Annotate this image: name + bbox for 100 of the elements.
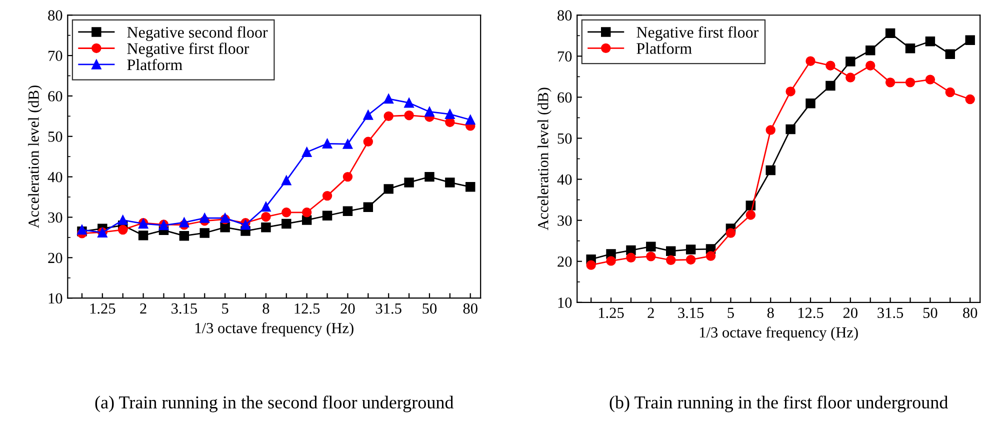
point	[925, 36, 936, 46]
point	[322, 190, 332, 201]
y-tick-label: 50	[558, 133, 572, 144]
point	[965, 94, 975, 104]
x-tick-label: 12.5	[798, 308, 824, 318]
text: (b) Train running in the first floor underground	[610, 396, 948, 412]
point	[945, 87, 956, 98]
point	[200, 213, 210, 223]
point	[786, 124, 796, 134]
x-tick-label: 2	[140, 303, 146, 314]
x-tick-label: 31.5	[376, 303, 402, 314]
point	[766, 125, 776, 135]
x-tick-label: 5	[222, 304, 228, 314]
point	[626, 252, 636, 263]
point	[363, 136, 374, 147]
point	[746, 210, 756, 220]
y-tick-label: 70	[558, 51, 572, 62]
point	[445, 109, 455, 120]
point	[302, 147, 312, 158]
point	[905, 44, 916, 54]
x-axis-title: 1/3 octave frequency (Hz)	[700, 326, 858, 341]
point	[945, 49, 956, 59]
point	[786, 86, 796, 96]
point	[302, 208, 312, 218]
point	[706, 251, 716, 261]
point	[282, 208, 292, 218]
x-tick-label: 8	[767, 308, 774, 318]
x-tick-label: 5	[728, 308, 734, 318]
x-tick-label: 50	[923, 308, 938, 318]
y-tick-label: 10	[558, 298, 572, 308]
point	[466, 182, 476, 192]
y-axis-title: Acceleration level (dB)	[538, 88, 552, 230]
x-tick-label: 80	[963, 308, 978, 318]
point	[686, 254, 696, 265]
y-tick-label: 40	[48, 172, 62, 182]
x-tick-label: 2	[648, 308, 654, 318]
point	[826, 80, 836, 91]
point	[322, 138, 332, 149]
x-tick-label: 3.15	[172, 303, 197, 314]
point	[586, 260, 596, 270]
legend-label: Negative first floor	[636, 26, 758, 41]
x-tick-label: 8	[262, 303, 270, 314]
point	[384, 111, 394, 122]
x-tick-label: 12.5	[294, 303, 320, 314]
point	[363, 202, 374, 212]
point	[179, 230, 190, 241]
point	[118, 224, 128, 235]
point	[404, 178, 414, 188]
point	[686, 244, 696, 254]
point	[606, 256, 616, 266]
y-tick-label: 10	[48, 293, 62, 304]
point	[925, 74, 936, 84]
point	[404, 110, 414, 120]
point	[646, 252, 656, 262]
point	[846, 56, 856, 66]
point	[424, 106, 434, 117]
legend-label: Negative first floor	[127, 42, 250, 58]
point	[404, 98, 414, 108]
x-tick-label: 20	[340, 303, 355, 314]
point	[806, 98, 816, 108]
point	[666, 255, 676, 265]
y-tick-label: 60	[48, 91, 62, 102]
x-tick-label: 1.25	[90, 303, 116, 314]
point	[766, 165, 776, 176]
point	[118, 215, 128, 225]
point	[342, 172, 353, 182]
point	[384, 94, 394, 104]
point	[282, 218, 292, 229]
point	[282, 176, 292, 186]
point	[965, 35, 975, 46]
legend-label: Platform	[636, 42, 692, 54]
y-tick-label: 40	[557, 174, 572, 185]
y-axis-title: Acceleration level (dB)	[28, 86, 42, 228]
point	[865, 46, 876, 56]
legend-label: Platform	[127, 58, 182, 70]
point	[384, 184, 394, 194]
text: (a) Train running in the second floor underground	[95, 396, 454, 412]
x-tick-label: 3.15	[678, 308, 704, 318]
point	[865, 60, 876, 70]
point	[885, 28, 896, 38]
legend-label: Negative second floor	[127, 26, 268, 41]
y-tick-label: 20	[558, 256, 572, 267]
point	[138, 230, 148, 240]
point	[885, 78, 896, 88]
y-tick-label: 20	[48, 252, 62, 264]
y-tick-label: 70	[48, 50, 62, 61]
x-tick-label: 50	[422, 303, 437, 314]
point	[806, 56, 816, 66]
point	[424, 172, 434, 182]
point	[846, 72, 856, 82]
point	[445, 178, 455, 188]
point	[261, 202, 271, 212]
point	[322, 210, 332, 220]
point	[905, 78, 916, 88]
y-tick-label: 30	[48, 212, 62, 223]
x-tick-label: 20	[843, 308, 858, 318]
point	[646, 242, 656, 252]
y-tick-label: 30	[558, 215, 572, 226]
y-tick-label: 60	[558, 92, 572, 103]
y-tick-label: 80	[48, 10, 62, 21]
